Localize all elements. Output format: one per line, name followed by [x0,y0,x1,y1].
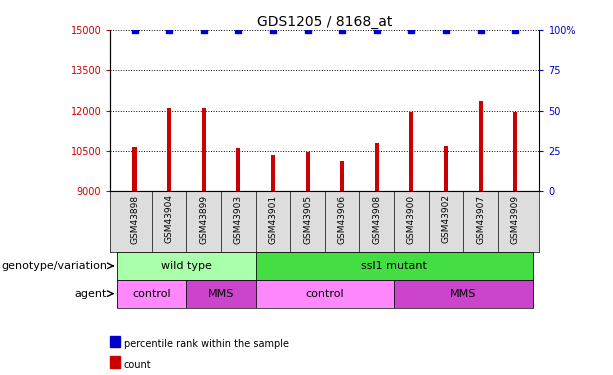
Bar [117,280,186,308]
Text: genotype/variation: genotype/variation [1,261,107,271]
Bar [256,252,533,280]
Bar [132,147,137,192]
Text: percentile rank within the sample: percentile rank within the sample [124,339,289,349]
Text: GSM43904: GSM43904 [165,195,173,243]
Text: GSM43905: GSM43905 [303,195,312,244]
Text: GSM43901: GSM43901 [268,195,278,244]
Text: GSM43899: GSM43899 [199,195,208,244]
Text: agent: agent [75,289,107,298]
Bar [305,152,310,192]
Bar [202,108,206,192]
Text: GSM43898: GSM43898 [130,195,139,244]
Text: GSM43900: GSM43900 [407,195,416,244]
Bar [394,280,533,308]
Bar [444,146,448,192]
Text: GSM43909: GSM43909 [511,195,520,244]
Bar [340,160,345,192]
Text: GSM43902: GSM43902 [441,195,451,243]
Bar [256,280,394,308]
Text: wild type: wild type [161,261,212,271]
Text: GSM43903: GSM43903 [234,195,243,244]
Text: GSM43907: GSM43907 [476,195,485,244]
Bar [513,112,517,192]
Bar [271,155,275,192]
Bar [186,280,256,308]
Text: control: control [132,289,171,298]
Bar [236,148,240,192]
Text: GSM43908: GSM43908 [372,195,381,244]
Text: GSM43906: GSM43906 [338,195,347,244]
Text: MMS: MMS [208,289,234,298]
Bar [117,252,256,280]
Bar [479,101,482,192]
Text: ssl1 mutant: ssl1 mutant [361,261,427,271]
Title: GDS1205 / 8168_at: GDS1205 / 8168_at [257,15,392,29]
Text: MMS: MMS [450,289,476,298]
Text: control: control [305,289,345,298]
Text: count: count [124,360,151,369]
Bar [167,108,171,192]
Bar [375,143,379,192]
Bar [409,112,414,192]
